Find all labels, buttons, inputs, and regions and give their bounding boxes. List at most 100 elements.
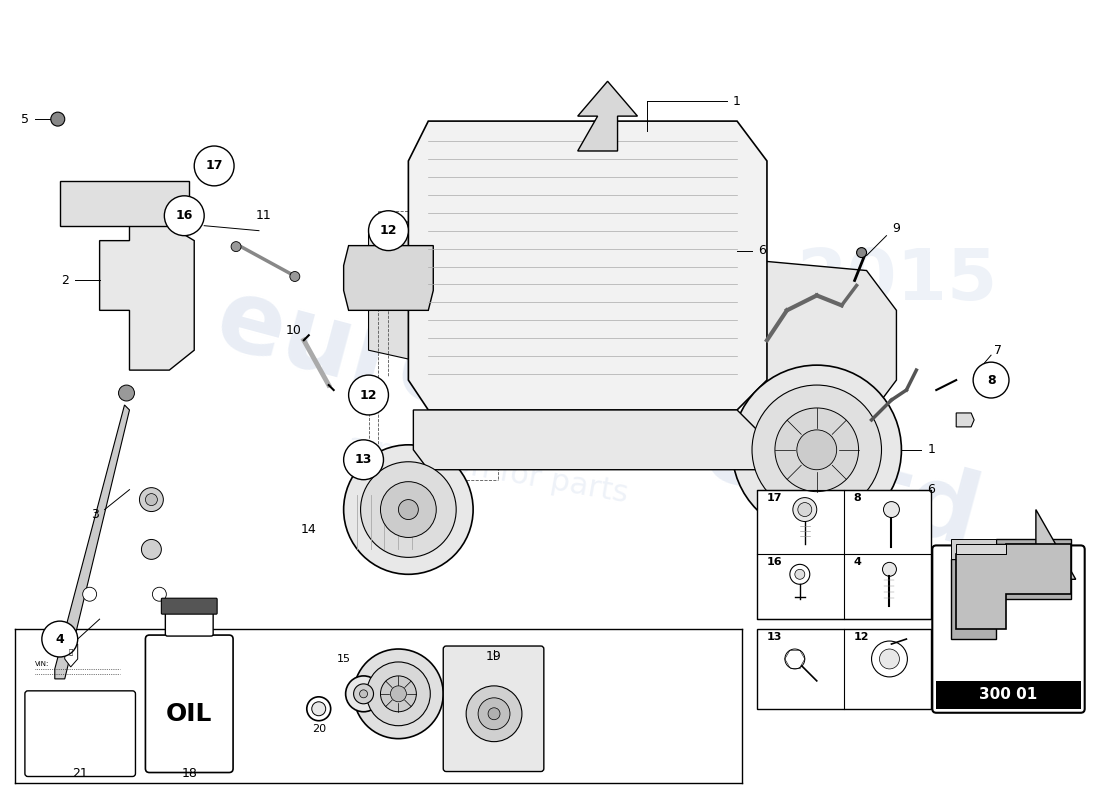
Circle shape [883, 502, 900, 518]
Circle shape [390, 686, 406, 702]
Circle shape [119, 385, 134, 401]
Circle shape [311, 702, 326, 716]
Polygon shape [368, 221, 414, 360]
Circle shape [871, 641, 908, 677]
Circle shape [795, 570, 805, 579]
Text: 20: 20 [311, 724, 326, 734]
Text: 8: 8 [854, 493, 861, 502]
Text: 13: 13 [767, 632, 782, 642]
Text: 🐂: 🐂 [68, 649, 73, 655]
Circle shape [360, 690, 367, 698]
Text: 9: 9 [892, 222, 901, 235]
Circle shape [361, 462, 456, 558]
Text: 1: 1 [927, 443, 935, 456]
Circle shape [398, 500, 418, 519]
Circle shape [307, 697, 331, 721]
Circle shape [140, 488, 164, 511]
Text: 10: 10 [286, 324, 301, 337]
Polygon shape [100, 226, 195, 370]
Circle shape [51, 112, 65, 126]
Circle shape [488, 708, 501, 720]
Bar [59, 181, 189, 226]
Polygon shape [956, 545, 1070, 629]
Circle shape [42, 621, 78, 657]
Text: 6: 6 [927, 483, 935, 496]
Text: eurosparesltd: eurosparesltd [206, 271, 990, 569]
FancyBboxPatch shape [443, 646, 543, 771]
Text: 2015: 2015 [795, 246, 997, 315]
Circle shape [785, 649, 805, 669]
Circle shape [796, 430, 837, 470]
Circle shape [353, 649, 443, 738]
Polygon shape [414, 410, 757, 470]
Text: 17: 17 [206, 159, 223, 173]
Circle shape [142, 539, 162, 559]
Polygon shape [952, 539, 996, 559]
Text: 16: 16 [176, 210, 192, 222]
FancyBboxPatch shape [165, 610, 213, 636]
FancyBboxPatch shape [162, 598, 217, 614]
Text: 7: 7 [994, 344, 1002, 357]
Circle shape [345, 676, 382, 712]
Text: 14: 14 [301, 523, 317, 536]
Circle shape [381, 482, 437, 538]
Circle shape [231, 242, 241, 251]
Polygon shape [956, 545, 1006, 554]
Text: 19: 19 [486, 650, 502, 663]
Text: 16: 16 [767, 558, 782, 567]
Text: 12: 12 [854, 632, 869, 642]
Circle shape [353, 684, 374, 704]
Circle shape [368, 210, 408, 250]
Polygon shape [952, 539, 1070, 639]
Text: 3: 3 [90, 508, 99, 521]
Polygon shape [408, 121, 767, 410]
Text: VIN:: VIN: [35, 661, 50, 667]
Polygon shape [343, 246, 433, 310]
Circle shape [793, 498, 817, 522]
Polygon shape [966, 510, 1076, 579]
Text: 21: 21 [72, 767, 88, 780]
Circle shape [974, 362, 1009, 398]
Text: 300 01: 300 01 [979, 687, 1037, 702]
Text: 11: 11 [256, 210, 272, 222]
Text: 6: 6 [758, 244, 766, 257]
Text: 12: 12 [360, 389, 377, 402]
Circle shape [195, 146, 234, 186]
Bar [936, 681, 1080, 709]
Circle shape [381, 676, 416, 712]
Text: 1: 1 [733, 94, 741, 108]
Circle shape [82, 587, 97, 602]
Bar [757, 490, 932, 619]
Circle shape [752, 385, 881, 514]
Circle shape [289, 271, 300, 282]
Text: 18: 18 [182, 767, 197, 780]
Circle shape [343, 440, 384, 480]
Text: 4: 4 [55, 633, 64, 646]
Text: 13: 13 [355, 454, 372, 466]
FancyBboxPatch shape [145, 635, 233, 773]
FancyBboxPatch shape [25, 691, 135, 777]
Circle shape [798, 502, 812, 517]
Polygon shape [757, 261, 896, 430]
Circle shape [790, 564, 810, 584]
Circle shape [774, 408, 859, 492]
Polygon shape [65, 644, 78, 667]
Circle shape [164, 196, 205, 236]
Text: 8: 8 [987, 374, 996, 386]
Text: 12: 12 [379, 224, 397, 237]
Circle shape [366, 662, 430, 726]
Circle shape [733, 365, 901, 534]
FancyBboxPatch shape [933, 546, 1085, 713]
Text: 2: 2 [60, 274, 68, 287]
Circle shape [478, 698, 510, 730]
Bar [757, 629, 932, 709]
Circle shape [343, 445, 473, 574]
Circle shape [882, 562, 896, 576]
Polygon shape [956, 413, 975, 427]
Text: 17: 17 [767, 493, 782, 502]
Text: 5: 5 [21, 113, 29, 126]
Circle shape [145, 494, 157, 506]
Circle shape [349, 375, 388, 415]
Polygon shape [55, 405, 130, 679]
Circle shape [857, 248, 867, 258]
